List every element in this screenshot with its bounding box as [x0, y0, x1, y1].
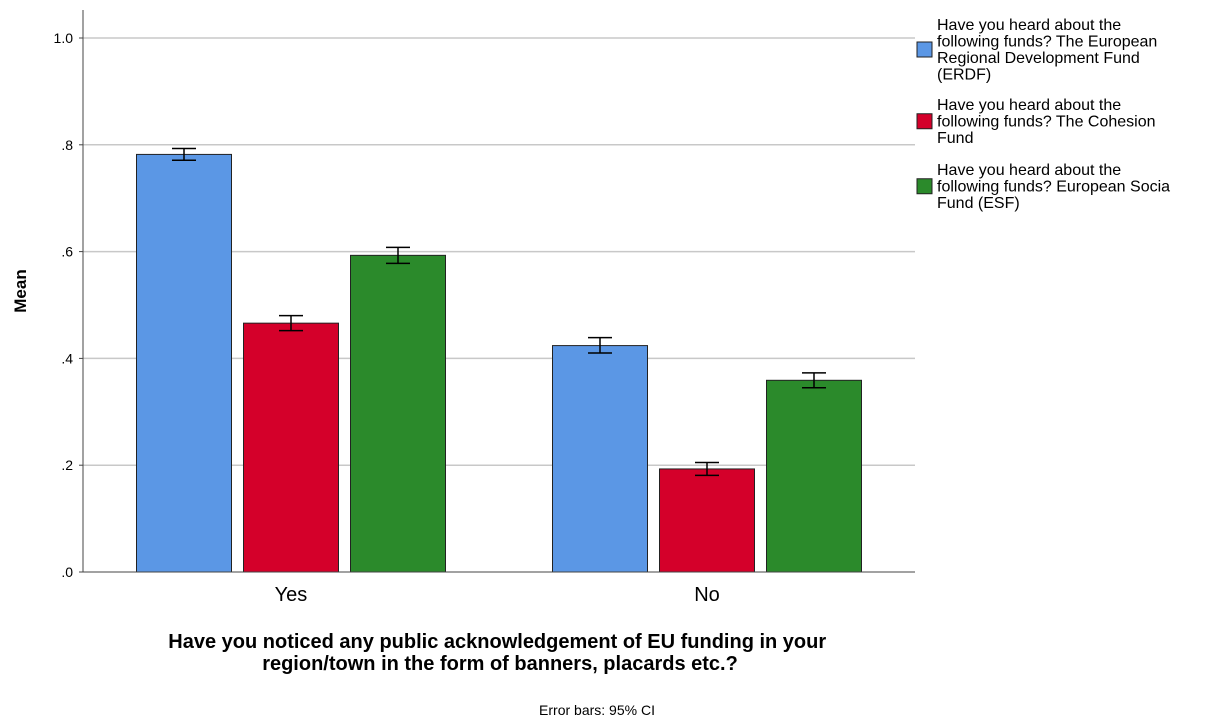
legend-label-line: Have you heard about the: [937, 97, 1121, 114]
y-tick-label: .6: [61, 244, 73, 260]
bar: [136, 153, 232, 573]
legend-swatch: [916, 41, 933, 58]
y-axis-ticks: .0 .2 .4 .6 .8 1.0: [54, 30, 83, 580]
legend-label-line: Have you heard about the: [937, 17, 1121, 34]
legend-label-line: following funds? The Cohesion: [937, 114, 1156, 131]
x-tick-label: Yes: [275, 584, 308, 606]
legend-label-line: Regional Development Fund: [937, 50, 1140, 67]
legend-label-line: Fund (ESF): [937, 195, 1020, 212]
legend: Have you heard about the following funds?…: [916, 17, 1170, 212]
x-axis-label-line-2: region/town in the form of banners, plac…: [262, 653, 738, 675]
y-axis-label: Mean: [11, 269, 30, 312]
y-tick-label: 1.0: [54, 30, 74, 46]
legend-swatch: [916, 178, 933, 195]
legend-label: Have you heard about the following funds?…: [937, 97, 1156, 147]
bar: [350, 254, 446, 573]
bars: [136, 153, 862, 573]
y-tick-label: .2: [61, 457, 73, 473]
legend-label-line: Have you heard about the: [937, 162, 1121, 179]
legend-label-line: following funds? European Socia: [937, 179, 1170, 196]
x-tick-label: No: [694, 584, 720, 606]
bar: [659, 468, 755, 573]
legend-label-line: (ERDF): [937, 67, 991, 84]
legend-label-line: Fund: [937, 130, 973, 147]
legend-swatch: [916, 113, 933, 130]
x-axis-label-line-1: Have you noticed any public acknowledgem…: [168, 631, 826, 653]
x-axis-categories: Yes No: [275, 584, 720, 606]
bar: [766, 379, 862, 573]
legend-label: Have you heard about the following funds?…: [937, 162, 1170, 212]
x-axis-label: Have you noticed any public acknowledgem…: [168, 631, 831, 675]
y-tick-label: .0: [61, 564, 73, 580]
bar: [243, 322, 339, 573]
bar: [552, 345, 648, 573]
y-tick-label: .8: [61, 137, 73, 153]
error-bars-note: Error bars: 95% CI: [539, 702, 655, 718]
legend-label: Have you heard about the following funds?…: [937, 17, 1157, 84]
y-tick-label: .4: [61, 350, 73, 366]
error-bars: [172, 147, 826, 477]
legend-label-line: following funds? The European: [937, 34, 1157, 51]
